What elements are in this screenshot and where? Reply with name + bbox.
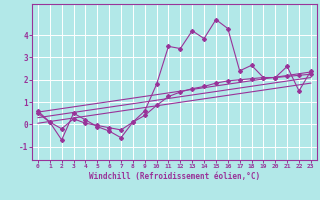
X-axis label: Windchill (Refroidissement éolien,°C): Windchill (Refroidissement éolien,°C) — [89, 172, 260, 181]
